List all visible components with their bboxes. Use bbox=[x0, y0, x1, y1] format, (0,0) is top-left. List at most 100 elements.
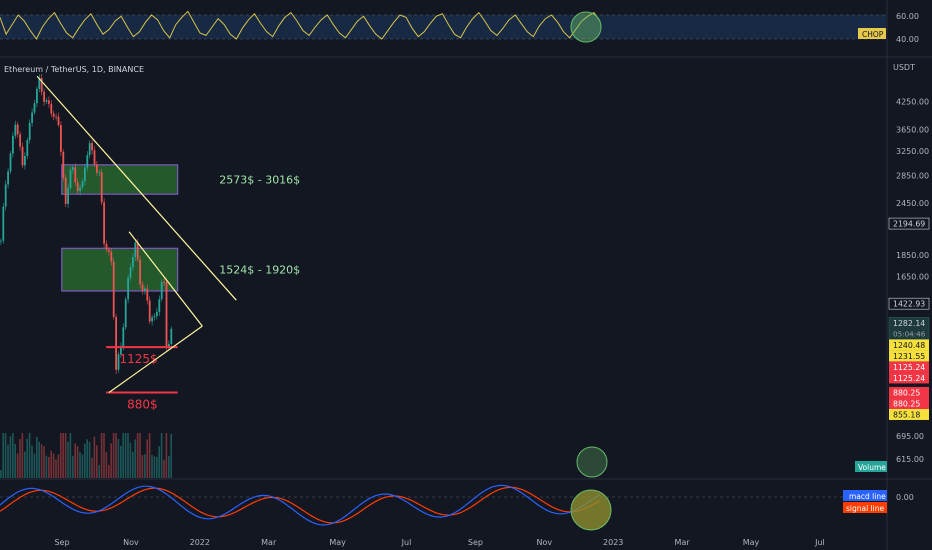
price-pane: Ethereum / TetherUS, 1D, BINANCE USDT 25… bbox=[0, 63, 932, 480]
price-label: 1125.24 bbox=[893, 374, 925, 383]
volume-bar bbox=[40, 444, 43, 478]
volume-bar bbox=[156, 456, 158, 478]
price-label-box bbox=[888, 217, 930, 230]
volume-bar bbox=[67, 441, 69, 478]
macd-line-badge-label: macd line bbox=[849, 492, 886, 501]
price-tick-label: 2850.00 bbox=[896, 171, 929, 180]
volume-bar bbox=[112, 433, 115, 478]
candle-body bbox=[55, 116, 57, 118]
volume-bar bbox=[4, 433, 7, 478]
candle-body bbox=[36, 88, 38, 104]
volume-bar bbox=[7, 444, 9, 478]
currency-label: USDT bbox=[893, 63, 915, 72]
candle-body bbox=[26, 140, 29, 156]
candle-body bbox=[105, 243, 108, 250]
volume-bar bbox=[62, 433, 64, 478]
candle-body bbox=[21, 146, 24, 166]
candle-body bbox=[115, 317, 117, 370]
candle-body bbox=[158, 299, 161, 312]
volume-bar bbox=[0, 470, 2, 478]
candle-body bbox=[108, 249, 110, 252]
price-tick-label: 1650.00 bbox=[896, 272, 929, 281]
candle-body bbox=[136, 242, 139, 260]
volume-bar bbox=[88, 442, 91, 478]
chop-line bbox=[0, 10, 601, 40]
candle-body bbox=[76, 182, 79, 192]
volume-bar bbox=[91, 457, 93, 478]
time-tick-label: May bbox=[329, 538, 346, 547]
candle-body bbox=[50, 103, 53, 114]
candle-body bbox=[156, 311, 158, 317]
candle-body bbox=[57, 116, 60, 125]
price-label-countdown: 05:04:46 bbox=[893, 329, 926, 338]
price-tick-label: 2450.00 bbox=[896, 199, 929, 208]
volume-bar bbox=[158, 446, 160, 478]
candle-body bbox=[38, 77, 41, 89]
volume-bar bbox=[43, 446, 45, 478]
candle-body bbox=[129, 267, 132, 278]
volume-bar bbox=[24, 451, 26, 478]
chop-badge-label: CHOP bbox=[862, 30, 884, 39]
volume-bar bbox=[57, 454, 60, 478]
volume-bar bbox=[74, 443, 76, 478]
time-tick-label: May bbox=[743, 538, 760, 547]
candle-body bbox=[31, 112, 33, 123]
signal-line-badge bbox=[843, 502, 887, 513]
candle-body bbox=[163, 281, 165, 283]
volume-bar bbox=[103, 433, 105, 478]
candle-body bbox=[67, 187, 69, 204]
volume-bar bbox=[170, 433, 172, 478]
volume-bar bbox=[76, 446, 79, 478]
candle-body bbox=[33, 103, 36, 113]
macd-highlight-circle bbox=[570, 489, 612, 531]
volume-bar bbox=[124, 433, 127, 478]
price-label-box bbox=[889, 339, 929, 351]
candle-body bbox=[100, 172, 103, 203]
price-label: 1231.55 bbox=[893, 352, 925, 361]
volume-bars bbox=[0, 433, 172, 478]
candle-body bbox=[62, 151, 65, 178]
candle-body bbox=[127, 277, 129, 300]
volume-bar bbox=[45, 455, 48, 478]
volume-bar bbox=[93, 436, 96, 478]
volume-bar bbox=[105, 451, 108, 478]
zone-box bbox=[61, 247, 179, 292]
trendline bbox=[108, 325, 203, 394]
macd-pane: 0.00 macd line signal line bbox=[0, 484, 914, 531]
chop-axis-label-60: 60.00 bbox=[896, 12, 919, 21]
volume-bar bbox=[146, 439, 148, 478]
candle-body bbox=[122, 327, 125, 347]
volume-bar bbox=[98, 465, 100, 478]
volume-bar bbox=[26, 438, 28, 478]
time-tick-label: Nov bbox=[536, 538, 552, 547]
price-label: 855.18 bbox=[893, 410, 920, 419]
price-tick-label: 1850.00 bbox=[896, 251, 929, 260]
price-label: 1240.48 bbox=[893, 341, 925, 350]
price-label-box bbox=[888, 297, 930, 310]
volume-bar bbox=[134, 439, 136, 478]
macd-line bbox=[0, 484, 601, 526]
zone-label: 2573$ - 3016$ bbox=[219, 174, 300, 187]
candle-body bbox=[141, 284, 144, 292]
support-lines: 1125$ 880$ bbox=[106, 346, 178, 412]
candle-body bbox=[9, 153, 12, 172]
time-tick-label: 2022 bbox=[190, 538, 210, 547]
candle-body bbox=[132, 257, 134, 268]
volume-bar bbox=[69, 433, 72, 478]
volume-bar bbox=[79, 452, 81, 478]
volume-bar bbox=[33, 453, 36, 478]
candle-body bbox=[14, 124, 17, 136]
candle-body bbox=[28, 122, 31, 141]
candle-body bbox=[120, 346, 122, 355]
volume-bar bbox=[50, 450, 52, 478]
volume-bar bbox=[136, 433, 139, 478]
price-tick-label: 695.00 bbox=[896, 432, 924, 441]
volume-bar bbox=[55, 459, 57, 478]
volume-bar bbox=[12, 433, 14, 478]
price-label: 1125.24 bbox=[893, 363, 925, 372]
volume-bar bbox=[36, 436, 38, 478]
candle-body bbox=[79, 187, 81, 192]
time-tick-label: Sep bbox=[54, 538, 69, 547]
candle-body bbox=[81, 181, 84, 188]
